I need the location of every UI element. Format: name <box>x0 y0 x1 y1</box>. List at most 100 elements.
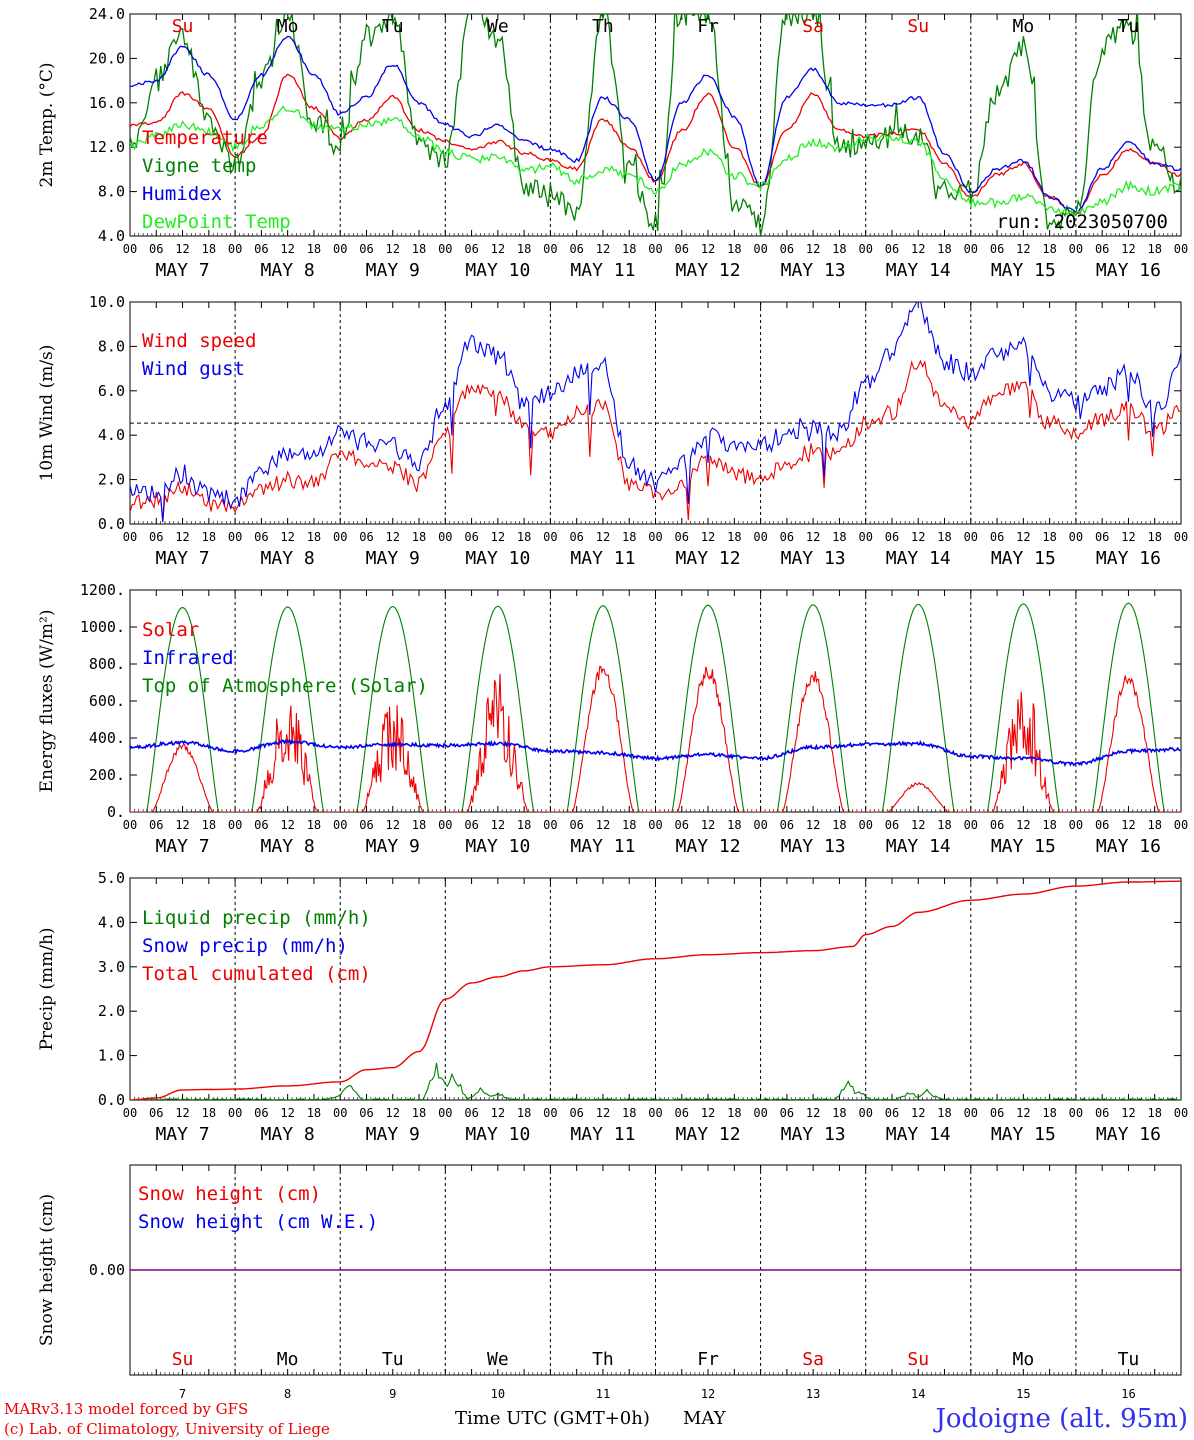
y-tick-label: 0.0 <box>98 515 125 533</box>
weekday-label-bottom: We <box>487 1349 509 1370</box>
hour-tick-label: 06 <box>885 530 899 544</box>
day-label-1: MAY 7 <box>155 836 209 857</box>
legend-entry: Snow height (cm) <box>138 1183 321 1205</box>
hour-tick-label: 18 <box>727 530 741 544</box>
hour-tick-label: 12 <box>280 818 294 832</box>
hour-tick-label: 00 <box>648 242 662 256</box>
hour-tick-label: 12 <box>596 242 610 256</box>
legend-entry: Top of Atmosphere (Solar) <box>142 675 428 697</box>
weekday-label-bottom: Mo <box>1013 1349 1035 1370</box>
hour-tick-label: 12 <box>596 530 610 544</box>
day-label-4: MAY 10 <box>465 260 530 281</box>
hour-tick-label: 18 <box>1042 818 1056 832</box>
hour-tick-label: 06 <box>464 530 478 544</box>
day-label-4: MAY 10 <box>465 548 530 569</box>
day-label-10: MAY 16 <box>1096 260 1161 281</box>
hour-tick-label: 18 <box>1147 530 1161 544</box>
day-label-1: MAY 7 <box>155 548 209 569</box>
temp-series-line <box>130 14 1181 236</box>
date-number: 12 <box>701 1387 715 1401</box>
hour-tick-label: 18 <box>727 242 741 256</box>
hour-tick-label: 00 <box>964 818 978 832</box>
hour-tick-label: 06 <box>1095 530 1109 544</box>
day-label-7: MAY 13 <box>781 836 846 857</box>
hour-tick-label: 18 <box>1147 818 1161 832</box>
weekday-label-bottom: Mo <box>277 1349 299 1370</box>
weekday-label: Mo <box>277 16 299 37</box>
hour-tick-label: 06 <box>149 242 163 256</box>
hour-tick-label: 06 <box>254 242 268 256</box>
weekday-label: We <box>487 16 509 37</box>
hour-tick-label: 06 <box>885 818 899 832</box>
y-tick-label: 1.0 <box>98 1047 125 1065</box>
hour-tick-label: 18 <box>622 1106 636 1120</box>
weekday-label-bottom: Tu <box>1118 1349 1140 1370</box>
hour-tick-label: 12 <box>701 530 715 544</box>
hour-tick-label: 00 <box>964 242 978 256</box>
y-tick-label: 8.0 <box>98 183 125 201</box>
day-label-9: MAY 15 <box>991 1124 1056 1145</box>
hour-tick-label: 12 <box>175 818 189 832</box>
hour-tick-label: 18 <box>412 530 426 544</box>
legend-entry: Snow precip (mm/h) <box>142 935 348 957</box>
y-tick-label: 12.0 <box>89 138 125 156</box>
weekday-label: Tu <box>382 16 404 37</box>
hour-tick-label: 06 <box>254 530 268 544</box>
hour-tick-label: 00 <box>1069 1106 1083 1120</box>
y-tick-label: 1000. <box>80 618 125 636</box>
hour-tick-label: 00 <box>123 242 137 256</box>
day-label-6: MAY 12 <box>676 836 741 857</box>
hour-tick-label: 06 <box>149 530 163 544</box>
hour-tick-label: 00 <box>333 530 347 544</box>
hour-tick-label: 18 <box>517 818 531 832</box>
day-label-2: MAY 8 <box>261 548 315 569</box>
hour-tick-label: 00 <box>543 1106 557 1120</box>
hour-tick-label: 18 <box>517 530 531 544</box>
hour-tick-label: 00 <box>753 242 767 256</box>
day-label-5: MAY 11 <box>570 836 635 857</box>
hour-tick-label: 12 <box>806 1106 820 1120</box>
y-axis-title: 10m Wind (m/s) <box>37 345 57 482</box>
temp-series-line <box>130 73 1181 215</box>
wind-series-line <box>130 302 1181 523</box>
date-number: 11 <box>596 1387 610 1401</box>
hour-tick-label: 18 <box>412 242 426 256</box>
hour-tick-label: 12 <box>280 1106 294 1120</box>
hour-tick-label: 06 <box>359 818 373 832</box>
date-number: 14 <box>911 1387 925 1401</box>
day-label-3: MAY 9 <box>366 1124 420 1145</box>
x-axis-title: Time UTC (GMT+0h) <box>455 1408 650 1429</box>
day-label-2: MAY 8 <box>261 1124 315 1145</box>
hour-tick-label: 00 <box>753 818 767 832</box>
day-label-6: MAY 12 <box>676 260 741 281</box>
hour-tick-label: 12 <box>491 1106 505 1120</box>
hour-tick-label: 12 <box>386 1106 400 1120</box>
hour-tick-label: 00 <box>1069 818 1083 832</box>
weekday-label: Fr <box>697 16 719 37</box>
hour-tick-label: 00 <box>1174 818 1188 832</box>
legend-entry: Total cumulated (cm) <box>142 963 371 985</box>
hour-tick-label: 18 <box>937 530 951 544</box>
hour-tick-label: 00 <box>1069 530 1083 544</box>
weekday-label-bottom: Tu <box>382 1349 404 1370</box>
hour-tick-label: 06 <box>359 1106 373 1120</box>
hour-tick-label: 00 <box>543 242 557 256</box>
y-tick-label: 1200. <box>80 581 125 599</box>
hour-tick-label: 12 <box>1121 1106 1135 1120</box>
y-tick-label: 200. <box>89 766 125 784</box>
hour-tick-label: 00 <box>858 818 872 832</box>
location-label: Jodoigne (alt. 95m) <box>932 1404 1188 1434</box>
hour-tick-label: 06 <box>1095 1106 1109 1120</box>
hour-tick-label: 00 <box>228 818 242 832</box>
hour-tick-label: 18 <box>307 1106 321 1120</box>
total-cumulated-line <box>130 880 1181 1100</box>
hour-tick-label: 06 <box>990 818 1004 832</box>
solar-line <box>130 666 1181 812</box>
y-tick-label: 2.0 <box>98 471 125 489</box>
hour-tick-label: 12 <box>1121 818 1135 832</box>
day-label-10: MAY 16 <box>1096 548 1161 569</box>
hour-tick-label: 12 <box>491 242 505 256</box>
day-label-8: MAY 14 <box>886 260 951 281</box>
y-tick-label: 400. <box>89 729 125 747</box>
